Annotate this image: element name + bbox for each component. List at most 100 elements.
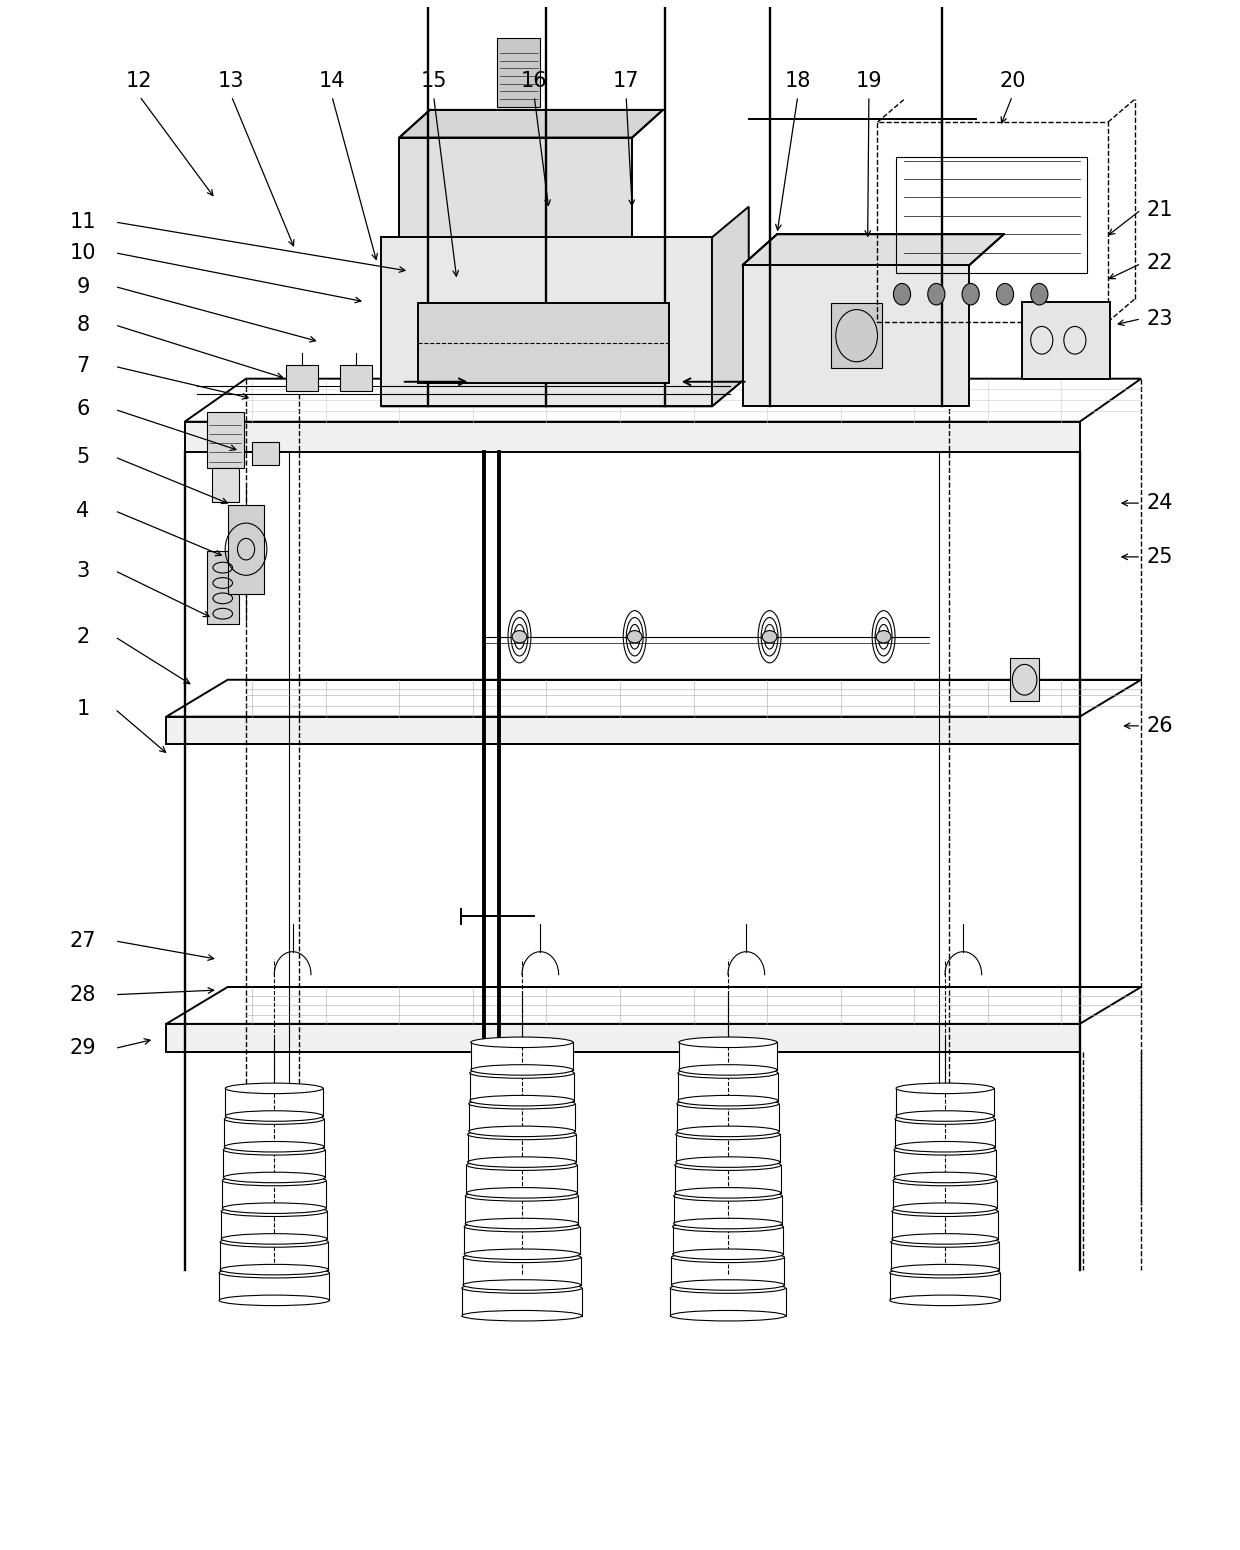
Ellipse shape	[226, 1083, 324, 1094]
Polygon shape	[897, 1088, 993, 1116]
Ellipse shape	[894, 1172, 996, 1183]
Text: 14: 14	[319, 71, 345, 91]
Polygon shape	[469, 1104, 575, 1132]
Polygon shape	[677, 1104, 779, 1132]
Polygon shape	[712, 206, 749, 406]
Bar	[228, 505, 264, 594]
Ellipse shape	[897, 1111, 993, 1121]
Ellipse shape	[221, 1234, 327, 1245]
Ellipse shape	[673, 1218, 782, 1229]
Ellipse shape	[465, 1190, 578, 1201]
Ellipse shape	[672, 1221, 784, 1232]
Circle shape	[894, 284, 910, 305]
Ellipse shape	[678, 1065, 777, 1076]
Text: 2: 2	[77, 626, 89, 646]
Bar	[252, 442, 279, 465]
Ellipse shape	[219, 1296, 330, 1305]
Ellipse shape	[671, 1310, 785, 1321]
Ellipse shape	[676, 1130, 780, 1139]
Bar	[1022, 302, 1111, 378]
Polygon shape	[676, 1135, 780, 1162]
Bar	[1009, 659, 1039, 701]
Bar	[207, 550, 238, 625]
Bar	[497, 37, 541, 107]
Bar	[831, 304, 883, 367]
Ellipse shape	[676, 1156, 780, 1167]
Text: 12: 12	[126, 71, 153, 91]
Ellipse shape	[226, 1111, 324, 1121]
Circle shape	[997, 284, 1013, 305]
Ellipse shape	[464, 1249, 579, 1260]
Polygon shape	[219, 1273, 330, 1300]
Ellipse shape	[222, 1203, 326, 1214]
Ellipse shape	[627, 631, 642, 643]
Polygon shape	[895, 1119, 994, 1147]
Ellipse shape	[673, 1190, 782, 1201]
Ellipse shape	[890, 1237, 999, 1248]
Ellipse shape	[512, 631, 527, 643]
Ellipse shape	[223, 1144, 325, 1155]
Text: 25: 25	[1146, 547, 1173, 567]
Bar	[381, 237, 712, 406]
Bar	[418, 304, 670, 383]
Ellipse shape	[678, 1068, 777, 1079]
Text: 29: 29	[69, 1038, 97, 1059]
Ellipse shape	[677, 1127, 779, 1136]
Polygon shape	[894, 1150, 996, 1178]
Polygon shape	[226, 1088, 324, 1116]
Text: 11: 11	[69, 212, 97, 232]
Polygon shape	[464, 1226, 579, 1254]
Circle shape	[1030, 284, 1048, 305]
Ellipse shape	[466, 1187, 578, 1198]
Ellipse shape	[677, 1099, 779, 1108]
Ellipse shape	[219, 1268, 330, 1277]
Polygon shape	[678, 1042, 777, 1070]
Ellipse shape	[893, 1203, 997, 1214]
Ellipse shape	[675, 1159, 781, 1170]
Ellipse shape	[470, 1068, 574, 1079]
Text: 8: 8	[77, 315, 89, 335]
Ellipse shape	[890, 1296, 1001, 1305]
Text: 20: 20	[999, 71, 1025, 91]
Circle shape	[928, 284, 945, 305]
Text: 3: 3	[77, 561, 89, 581]
Ellipse shape	[895, 1114, 994, 1124]
Ellipse shape	[461, 1310, 582, 1321]
Text: 22: 22	[1146, 254, 1173, 273]
Ellipse shape	[897, 1083, 993, 1094]
Text: 6: 6	[77, 400, 89, 420]
Polygon shape	[671, 1257, 785, 1285]
Polygon shape	[743, 234, 1003, 265]
Circle shape	[962, 284, 980, 305]
Ellipse shape	[224, 1141, 324, 1152]
Ellipse shape	[763, 631, 777, 643]
Text: 10: 10	[69, 243, 97, 262]
Polygon shape	[461, 1288, 582, 1316]
Text: 24: 24	[1146, 493, 1173, 513]
Ellipse shape	[895, 1141, 994, 1152]
Ellipse shape	[223, 1172, 325, 1183]
Ellipse shape	[221, 1265, 329, 1276]
Polygon shape	[893, 1181, 997, 1207]
Ellipse shape	[892, 1206, 998, 1217]
Polygon shape	[467, 1135, 577, 1162]
Polygon shape	[221, 1211, 327, 1238]
Text: 19: 19	[856, 71, 882, 91]
Polygon shape	[471, 1042, 573, 1070]
Ellipse shape	[464, 1221, 579, 1232]
Text: 17: 17	[613, 71, 640, 91]
Ellipse shape	[461, 1283, 582, 1293]
Ellipse shape	[463, 1252, 580, 1263]
Text: 15: 15	[420, 71, 446, 91]
Bar	[207, 412, 243, 468]
Polygon shape	[466, 1166, 578, 1194]
Bar	[399, 138, 632, 237]
Ellipse shape	[465, 1218, 578, 1229]
Polygon shape	[675, 1166, 781, 1194]
Ellipse shape	[892, 1234, 998, 1245]
Ellipse shape	[877, 631, 892, 643]
Bar	[341, 364, 372, 391]
Ellipse shape	[221, 1237, 329, 1248]
Text: 28: 28	[69, 984, 97, 1004]
Ellipse shape	[678, 1037, 777, 1048]
